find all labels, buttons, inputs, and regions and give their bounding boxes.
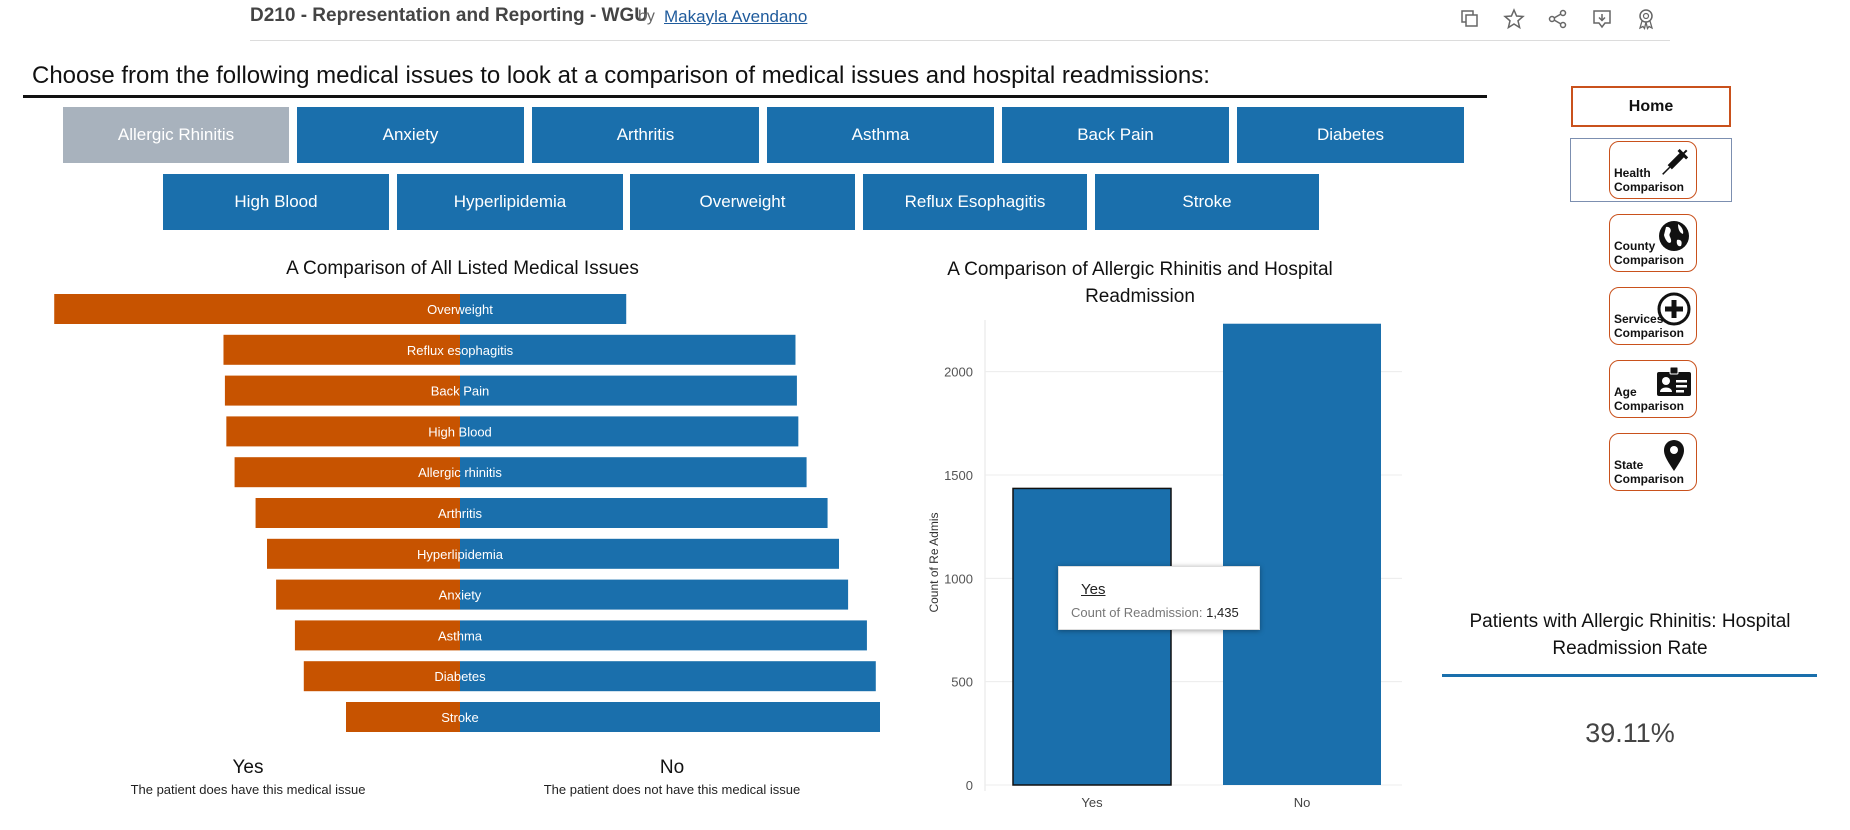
id-card-icon (1657, 366, 1691, 396)
y-axis-label: Count of Re Admis (927, 512, 941, 612)
bar-no-arthritis[interactable] (460, 498, 828, 528)
nav-services-comparison-button[interactable]: Services Comparison (1609, 287, 1697, 345)
nav-county-comparison-button[interactable]: County Comparison (1609, 214, 1697, 272)
nav-county-label: County Comparison (1614, 239, 1685, 267)
bar-no[interactable] (1223, 323, 1381, 785)
filter-asthma[interactable]: Asthma (767, 107, 994, 163)
bar-yes-allergic-rhinitis[interactable] (234, 457, 460, 488)
bar-no-reflux-esophagitis[interactable] (460, 334, 796, 365)
y-tick-label-1000: 1000 (944, 571, 973, 586)
readmission-rate-value: 39.11% (1585, 718, 1675, 748)
bar-no-diabetes[interactable] (460, 661, 876, 692)
filter-anxiety[interactable]: Anxiety (297, 107, 524, 163)
map-pin-icon (1664, 440, 1684, 471)
bar-no-high-blood[interactable] (460, 416, 799, 447)
syringe-icon (1662, 148, 1689, 175)
bar-yes-back-pain[interactable] (224, 375, 460, 406)
bar-yes-high-blood[interactable] (226, 416, 460, 447)
y-tick-label-0: 0 (966, 778, 973, 793)
filter-hyperlipidemia[interactable]: Hyperlipidemia (397, 174, 623, 230)
tooltip-measure: Count of Readmission: 1,435 (1071, 605, 1239, 620)
globe-icon (1659, 221, 1689, 251)
bar-no-overweight[interactable] (460, 294, 627, 324)
no-side-description: The patient does not have this medical i… (543, 782, 801, 797)
left-chart-title: A Comparison of All Listed Medical Issue… (286, 258, 639, 279)
nav-health-label: Health Comparison (1614, 166, 1685, 194)
copy-icon[interactable] (1457, 6, 1483, 32)
tooltip-measure-label: Count of Readmission: (1071, 605, 1203, 620)
filter-overweight[interactable]: Overweight (630, 174, 855, 230)
bar-no-anxiety[interactable] (460, 579, 849, 610)
bar-no-stroke[interactable] (460, 702, 880, 732)
page-instruction-heading: Choose from the following medical issues… (32, 62, 1210, 89)
bar-no-asthma[interactable] (460, 620, 867, 651)
category-label-hyperlipidemia: Hyperlipidemia (417, 547, 504, 562)
download-icon[interactable] (1589, 6, 1615, 32)
readmission-bar-chart: 0 500 1000 1500 2000 Count of Re Admis Yes No (927, 320, 1402, 810)
category-label-stroke: Stroke (441, 710, 479, 725)
yes-side-description: The patient does have this medical issue (130, 782, 366, 797)
bar-yes-hyperlipidemia[interactable] (267, 538, 460, 569)
right-chart-title: A Comparison of Allergic Rhinitis and Ho… (947, 259, 1333, 307)
bar-yes-overweight[interactable] (54, 294, 460, 324)
filter-high-blood[interactable]: High Blood (163, 174, 389, 230)
x-tick-label-yes: Yes (1081, 795, 1103, 810)
header-divider (250, 40, 1670, 41)
bar-no-allergic-rhinitis[interactable] (460, 457, 807, 488)
author-link[interactable]: Makayla Avendano (664, 7, 808, 26)
workbook-title: D210 - Representation and Reporting - WG… (250, 5, 648, 26)
chart-tooltip: Yes Count of Readmission: 1,435 (1058, 566, 1260, 630)
nav-health-comparison-button[interactable]: Health Comparison (1609, 141, 1697, 199)
nav-age-label: Age Comparison (1614, 385, 1685, 413)
category-label-reflux-esophagitis: Reflux esophagitis (407, 343, 514, 358)
tooltip-measure-value: 1,435 (1206, 605, 1239, 620)
category-label-back-pain: Back Pain (431, 384, 490, 399)
bar-no-hyperlipidemia[interactable] (460, 538, 840, 569)
heading-underline (23, 95, 1487, 98)
category-label-overweight: Overweight (427, 302, 493, 317)
bar-yes-arthritis[interactable] (255, 498, 460, 528)
readmission-rate-divider (1442, 674, 1817, 677)
y-tick-label-500: 500 (951, 675, 973, 690)
badge-icon[interactable] (1633, 6, 1659, 32)
star-icon[interactable] (1501, 6, 1527, 32)
nav-services-label: Services Comparison (1614, 312, 1685, 340)
bar-yes-reflux-esophagitis[interactable] (223, 334, 460, 365)
category-label-asthma: Asthma (438, 628, 483, 643)
filter-allergic-rhinitis[interactable]: Allergic Rhinitis (63, 107, 289, 163)
category-label-allergic-rhinitis: Allergic rhinitis (418, 465, 502, 480)
bar-yes-asthma[interactable] (294, 620, 460, 651)
readmission-rate-title: Patients with Allergic Rhinitis: Hospita… (1469, 611, 1791, 659)
filter-reflux-esophagitis[interactable]: Reflux Esophagitis (863, 174, 1087, 230)
byline-text: by (638, 8, 655, 25)
filter-arthritis[interactable]: Arthritis (532, 107, 759, 163)
bar-yes[interactable] (1012, 487, 1172, 786)
tooltip-category: Yes (1081, 581, 1106, 598)
bar-yes-stroke[interactable] (346, 702, 460, 732)
yes-side-label: Yes (232, 757, 264, 778)
filter-back-pain[interactable]: Back Pain (1002, 107, 1229, 163)
category-label-diabetes: Diabetes (434, 669, 486, 684)
y-tick-label-1500: 1500 (944, 468, 973, 483)
filter-diabetes[interactable]: Diabetes (1237, 107, 1464, 163)
share-icon[interactable] (1545, 6, 1571, 32)
category-label-arthritis: Arthritis (438, 506, 483, 521)
category-label-anxiety: Anxiety (439, 588, 482, 603)
bar-no-back-pain[interactable] (460, 375, 797, 406)
plus-circle-icon (1657, 292, 1691, 326)
x-tick-label-no: No (1294, 795, 1311, 810)
no-side-label: No (659, 757, 685, 778)
nav-home-button[interactable]: Home (1571, 86, 1731, 127)
bar-yes-anxiety[interactable] (276, 579, 460, 610)
filter-stroke[interactable]: Stroke (1095, 174, 1319, 230)
nav-state-comparison-button[interactable]: State Comparison (1609, 433, 1697, 491)
nav-state-label: State Comparison (1614, 458, 1685, 486)
category-label-high-blood: High Blood (428, 424, 492, 439)
bar-yes-diabetes[interactable] (303, 661, 460, 692)
nav-current-frame (1570, 138, 1732, 202)
nav-age-comparison-button[interactable]: Age Comparison (1609, 360, 1697, 418)
diverging-bar-chart: Overweight Reflux esophagitis Back Pain Hig… (54, 294, 880, 732)
y-tick-label-2000: 2000 (944, 365, 973, 380)
